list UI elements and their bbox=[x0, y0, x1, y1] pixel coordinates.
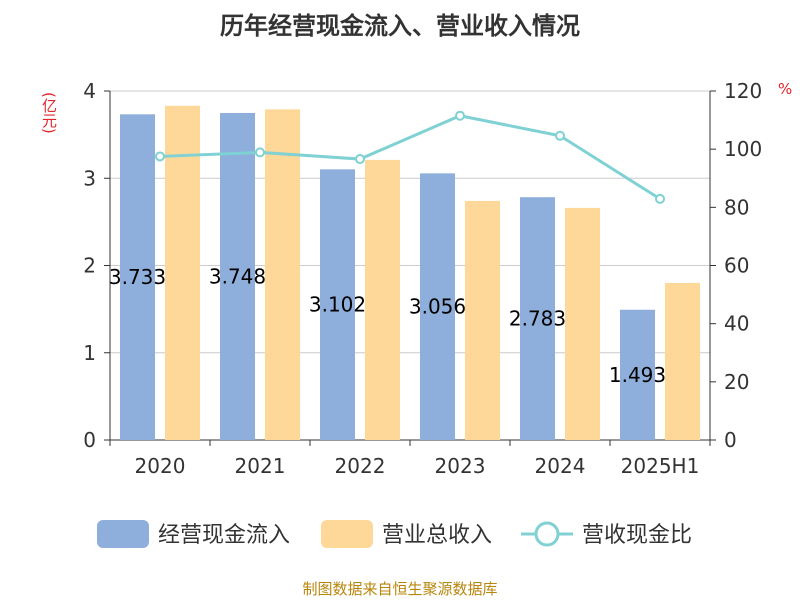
ratio-point bbox=[455, 110, 465, 121]
ratio-point bbox=[355, 154, 365, 165]
data-label-cash-inflow: 3.748 bbox=[209, 264, 266, 288]
right-axis-tick-label: 120 bbox=[724, 79, 762, 103]
bar-cash-inflow bbox=[520, 197, 555, 440]
right-axis-tick-label: 0 bbox=[724, 428, 737, 452]
left-axis-tick-label: 2 bbox=[83, 254, 96, 278]
right-axis-unit: % bbox=[778, 80, 793, 98]
x-axis-tick-label: 2023 bbox=[435, 454, 486, 478]
left-axis-tick-label: 3 bbox=[83, 166, 96, 190]
ratio-point bbox=[255, 147, 265, 158]
bar-cash-inflow bbox=[320, 169, 355, 440]
ratio-point bbox=[155, 151, 165, 162]
right-axis-tick-label: 20 bbox=[724, 370, 749, 394]
bar-revenue bbox=[365, 159, 400, 441]
legend-swatch-cash-inflow bbox=[97, 520, 149, 548]
bar-cash-inflow bbox=[620, 309, 655, 440]
data-label-cash-inflow: 3.733 bbox=[109, 265, 166, 289]
legend-swatch-revenue bbox=[321, 520, 373, 548]
chart-title: 历年经营现金流入、营业收入情况 bbox=[220, 12, 580, 40]
bar-revenue bbox=[165, 105, 200, 441]
left-axis-tick-label: 4 bbox=[83, 79, 96, 103]
bar-cash-inflow bbox=[420, 173, 455, 440]
left-axis-unit: (亿元) bbox=[40, 92, 58, 134]
right-axis-tick-label: 100 bbox=[724, 137, 762, 161]
legend-label-revenue: 营业总收入 bbox=[382, 523, 492, 548]
bar-revenue bbox=[465, 200, 500, 440]
left-axis-tick-label: 0 bbox=[83, 428, 96, 452]
x-axis-tick-label: 2020 bbox=[135, 454, 186, 478]
x-axis-tick-label: 2024 bbox=[535, 454, 586, 478]
x-axis-tick-label: 2021 bbox=[235, 454, 286, 478]
legend-label-cash-inflow: 经营现金流入 bbox=[158, 523, 290, 548]
source-note: 制图数据来自恒生聚源数据库 bbox=[302, 580, 498, 598]
ratio-point bbox=[555, 130, 565, 141]
legend-swatch-ratio-marker bbox=[534, 521, 560, 547]
data-label-cash-inflow: 3.056 bbox=[409, 295, 466, 319]
x-axis-tick-label: 2025H1 bbox=[621, 454, 700, 478]
left-axis-tick-label: 1 bbox=[83, 341, 96, 365]
data-label-cash-inflow: 1.493 bbox=[609, 363, 666, 387]
bar-revenue bbox=[265, 109, 300, 440]
legend-label-ratio: 营收现金比 bbox=[582, 523, 692, 548]
ratio-line bbox=[159, 114, 661, 201]
bar-revenue bbox=[565, 207, 600, 440]
x-axis-tick-label: 2022 bbox=[335, 454, 386, 478]
right-axis-tick-label: 40 bbox=[724, 312, 749, 336]
data-label-cash-inflow: 3.102 bbox=[309, 293, 366, 317]
right-axis-tick-label: 80 bbox=[724, 195, 749, 219]
bar-cash-inflow bbox=[220, 112, 255, 440]
ratio-point bbox=[655, 193, 665, 204]
bar-revenue bbox=[665, 282, 700, 440]
right-axis-tick-label: 60 bbox=[724, 254, 749, 278]
data-label-cash-inflow: 2.783 bbox=[509, 307, 566, 331]
bar-cash-inflow bbox=[120, 114, 155, 441]
